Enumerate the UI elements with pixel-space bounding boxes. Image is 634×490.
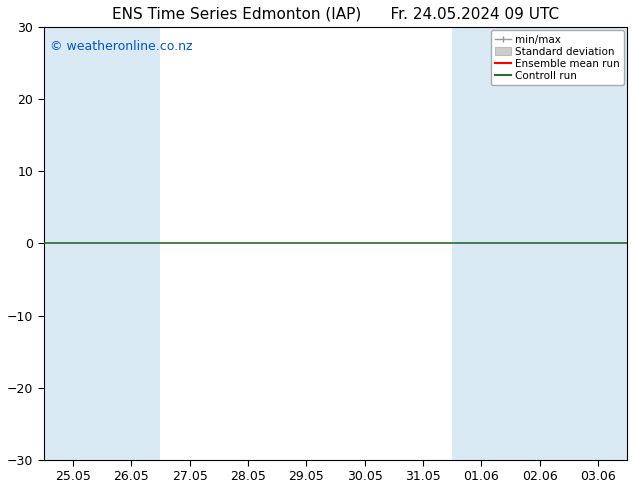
Bar <box>510 27 569 460</box>
Bar <box>44 27 102 460</box>
Text: © weatheronline.co.nz: © weatheronline.co.nz <box>49 40 192 53</box>
Title: ENS Time Series Edmonton (IAP)      Fr. 24.05.2024 09 UTC: ENS Time Series Edmonton (IAP) Fr. 24.05… <box>112 7 559 22</box>
Bar <box>102 27 160 460</box>
Bar <box>452 27 510 460</box>
Legend: min/max, Standard deviation, Ensemble mean run, Controll run: min/max, Standard deviation, Ensemble me… <box>491 30 624 85</box>
Bar <box>569 27 627 460</box>
